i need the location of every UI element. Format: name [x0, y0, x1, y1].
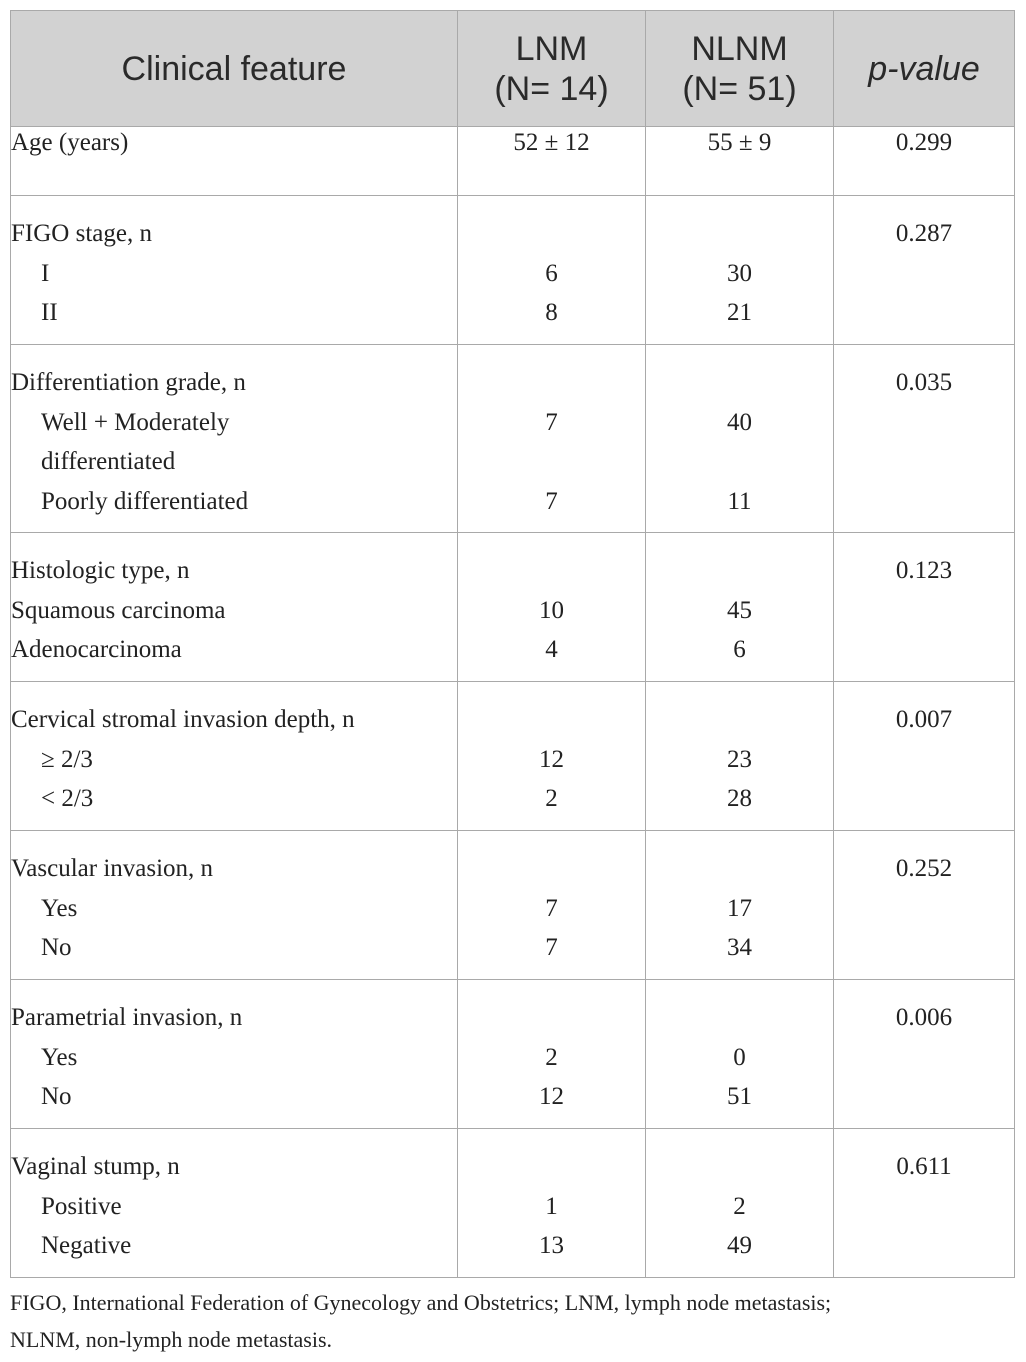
lnm-value: 52 ± 12: [457, 126, 646, 196]
sub-label: I: [41, 259, 50, 287]
feature-label: Vascular invasion, n Yes No: [10, 830, 458, 980]
group-label: Cervical stromal invasion depth, n: [11, 706, 355, 733]
p-value: 0.287: [833, 195, 1015, 345]
sub-label: No: [41, 934, 72, 961]
header-clinical-feature: Clinical feature: [10, 10, 458, 127]
group-label: Histologic type, n: [11, 557, 190, 584]
feature-label: Parametrial invasion, n Yes No: [10, 979, 458, 1129]
footnote-line: FIGO, International Federation of Gyneco…: [10, 1290, 832, 1315]
header-p-value: p-value: [833, 10, 1015, 127]
sub-label: Yes: [41, 1043, 78, 1071]
feature-label: Cervical stromal invasion depth, n ≥ 2/3…: [10, 681, 458, 831]
table-row-vascular-invasion: Vascular invasion, n Yes No 7 7 17 34 0.…: [10, 830, 1015, 980]
lnm-value: 2 12: [457, 979, 646, 1129]
feature-label: FIGO stage, n I II: [10, 195, 458, 345]
lnm-value: 7 7: [457, 344, 646, 533]
sub-label: < 2/3: [41, 785, 94, 812]
table-row-stromal-invasion: Cervical stromal invasion depth, n ≥ 2/3…: [10, 681, 1015, 831]
clinical-features-table: Clinical feature LNM (N= 14) NLNM (N= 51) …: [10, 10, 1015, 1278]
p-value: 0.007: [833, 681, 1015, 831]
feature-label: Differentiation grade, n Well + Moderate…: [10, 344, 458, 533]
sub-label: No: [41, 1083, 72, 1110]
p-value: 0.035: [833, 344, 1015, 533]
p-value: 0.123: [833, 532, 1015, 682]
sub-label: Positive: [41, 1192, 122, 1220]
nlnm-value: 30 21: [645, 195, 834, 345]
group-label: Differentiation grade, n: [11, 369, 246, 396]
table-footnote: FIGO, International Federation of Gyneco…: [10, 1284, 1014, 1358]
group-label: FIGO stage, n: [11, 220, 152, 247]
header-row: Clinical feature LNM (N= 14) NLNM (N= 51) …: [10, 10, 1015, 127]
sub-label: ≥ 2/3: [41, 745, 93, 773]
feature-label: Age (years): [10, 126, 458, 196]
sub-label: II: [41, 299, 58, 326]
header-nlnm: NLNM (N= 51): [645, 10, 834, 127]
table-container: Clinical feature LNM (N= 14) NLNM (N= 51) …: [10, 10, 1015, 1278]
lnm-value: 6 8: [457, 195, 646, 345]
p-value: 0.006: [833, 979, 1015, 1129]
footnote-line: NLNM, non-lymph node metastasis.: [10, 1327, 333, 1352]
feature-label: Histologic type, n Squamous carcinoma Ad…: [10, 532, 458, 682]
sub-label: Adenocarcinoma: [11, 636, 182, 663]
group-label: Vaginal stump, n: [11, 1153, 180, 1180]
nlnm-value: 2 49: [645, 1128, 834, 1278]
nlnm-value: 23 28: [645, 681, 834, 831]
lnm-value: 12 2: [457, 681, 646, 831]
p-value: 0.611: [833, 1128, 1015, 1278]
sub-label: Yes: [41, 894, 78, 922]
table-row-differentiation-grade: Differentiation grade, n Well + Moderate…: [10, 344, 1015, 533]
lnm-value: 7 7: [457, 830, 646, 980]
group-label: Parametrial invasion, n: [11, 1004, 243, 1031]
group-label: Vascular invasion, n: [11, 855, 214, 882]
lnm-value: 10 4: [457, 532, 646, 682]
sub-label: Well + Moderately: [41, 408, 230, 436]
nlnm-value: 40 11: [645, 344, 834, 533]
feature-label: Vaginal stump, n Positive Negative: [10, 1128, 458, 1278]
nlnm-value: 55 ± 9: [645, 126, 834, 196]
table-row-figo-stage: FIGO stage, n I II 6 8 30 21 0.287: [10, 195, 1015, 345]
lnm-value: 1 13: [457, 1128, 646, 1278]
header-lnm: LNM (N= 14): [457, 10, 646, 127]
nlnm-value: 17 34: [645, 830, 834, 980]
table-row-vaginal-stump: Vaginal stump, n Positive Negative 1 13 …: [10, 1128, 1015, 1278]
sub-label: Squamous carcinoma: [11, 596, 226, 624]
p-value: 0.299: [833, 126, 1015, 196]
nlnm-value: 0 51: [645, 979, 834, 1129]
sub-label: Negative: [41, 1232, 132, 1259]
table-row-histologic-type: Histologic type, n Squamous carcinoma Ad…: [10, 532, 1015, 682]
table-row-parametrial-invasion: Parametrial invasion, n Yes No 2 12 0 51…: [10, 979, 1015, 1129]
sub-label: Poorly differentiated: [41, 487, 249, 515]
nlnm-value: 45 6: [645, 532, 834, 682]
sub-label: differentiated: [41, 448, 176, 475]
p-value: 0.252: [833, 830, 1015, 980]
table-row-age: Age (years) 52 ± 12 55 ± 9 0.299: [10, 126, 1015, 196]
